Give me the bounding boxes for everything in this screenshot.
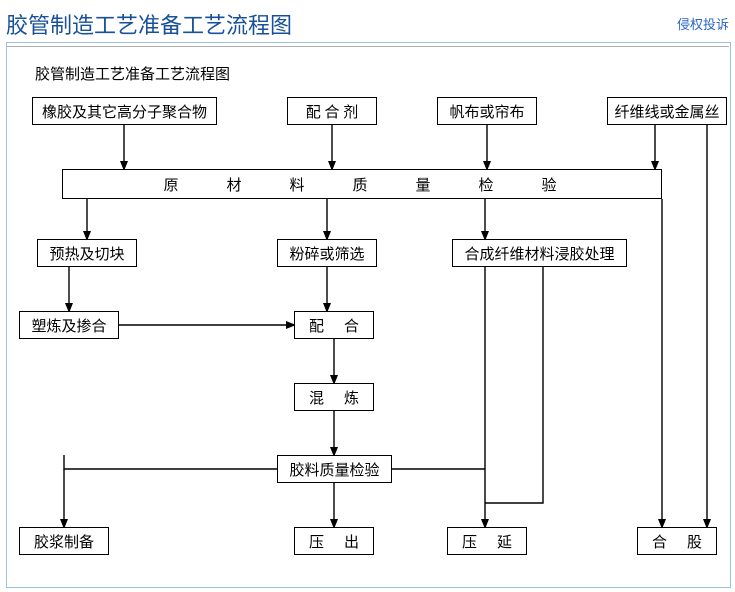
flow-node-n16: 合股 <box>637 527 717 555</box>
flow-node-n2: 配 合 剂 <box>287 97 377 125</box>
page-title: 胶管制造工艺准备工艺流程图 <box>6 13 292 38</box>
flow-node-n4: 纤维线或金属丝 <box>607 97 727 125</box>
flowchart-container: 胶管制造工艺准备工艺流程图 橡胶及其它高分子聚合物 配 合 剂 帆布或帘布 纤维线或金… <box>6 42 731 588</box>
flow-node-n13: 胶浆制备 <box>19 527 109 555</box>
flow-node-n15: 压延 <box>447 527 527 555</box>
flow-node-n5: 原材料质量检验 <box>62 169 662 199</box>
flow-edge <box>64 455 277 469</box>
diagram-subtitle: 胶管制造工艺准备工艺流程图 <box>35 63 230 84</box>
flow-node-n7: 粉碎或筛选 <box>277 239 377 267</box>
flow-edge <box>485 267 543 503</box>
flow-node-n1: 橡胶及其它高分子聚合物 <box>32 97 217 125</box>
flow-node-n8: 合成纤维材料浸胶处理 <box>452 239 627 267</box>
flow-node-n6: 预热及切块 <box>37 239 137 267</box>
flow-node-n10: 配合 <box>294 311 374 339</box>
flow-node-n9: 塑炼及掺合 <box>19 311 119 339</box>
page-header: 胶管制造工艺准备工艺流程图 侵权投诉 <box>6 0 729 47</box>
flow-node-n3: 帆布或帘布 <box>437 97 537 125</box>
flow-node-n11: 混炼 <box>294 383 374 411</box>
report-link[interactable]: 侵权投诉 <box>677 14 729 33</box>
flow-node-n14: 压出 <box>294 527 374 555</box>
flow-node-n12: 胶料质量检验 <box>277 455 392 483</box>
